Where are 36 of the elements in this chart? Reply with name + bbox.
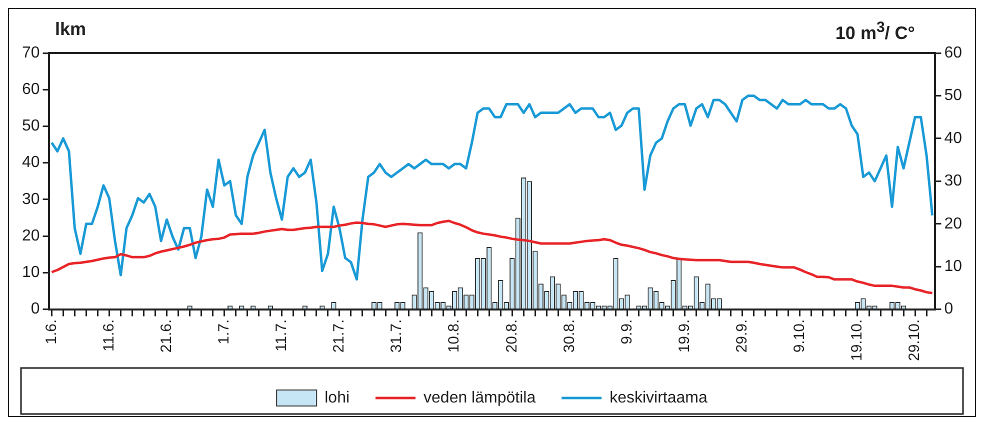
y2-tick-label: 0 [944,300,954,318]
x-tick-label: 21.6. [158,319,175,353]
x-tick-label: 19.9. [676,319,693,353]
y-tick-label: 20 [22,227,40,244]
y2-tick-label: 10 [944,258,962,275]
x-tick-label: 1.6. [42,319,60,344]
x-tick-label: 30.8. [560,319,578,353]
y2-tick-label: 20 [944,215,962,232]
y-tick-label: 40 [22,154,40,172]
y-tick-label: 50 [22,118,40,135]
legend-label: lohi [324,389,350,406]
y2-tick-label: 60 [944,44,962,62]
y-axis-title: lkm [55,19,86,40]
x-tick-label: 11.6. [100,319,118,352]
y-tick-label: 0 [30,300,40,318]
x-tick-label: 11.7. [273,319,290,352]
y2-tick-label: 40 [944,130,962,147]
x-tick-label: 31.7. [388,319,406,353]
x-tick-label: 9.9. [618,319,636,344]
y-tick-label: 30 [22,190,40,208]
y2-tick-label: 30 [944,172,962,190]
y-tick-label: 60 [22,81,40,98]
x-tick-label: 10.8. [446,319,463,353]
x-tick-label: 29.9. [734,319,751,353]
x-tick-label: 21.7. [330,319,348,353]
x-tick-label: 9.10. [791,319,808,353]
x-tick-label: 19.10. [848,319,866,362]
x-tick-label: 20.8. [503,319,520,353]
x-tick-label: 29.10. [906,319,924,362]
y-tick-label: 10 [22,264,40,282]
y-tick-label: 70 [22,44,40,62]
legend-label: veden lämpötila [424,389,536,406]
y2-axis-title: 10 m$^{3}$/ C° [835,19,915,44]
y2-tick-label: 50 [944,87,962,104]
x-tick-label: 1.7. [215,319,232,344]
legend-label: keskivirtaama [610,389,708,406]
